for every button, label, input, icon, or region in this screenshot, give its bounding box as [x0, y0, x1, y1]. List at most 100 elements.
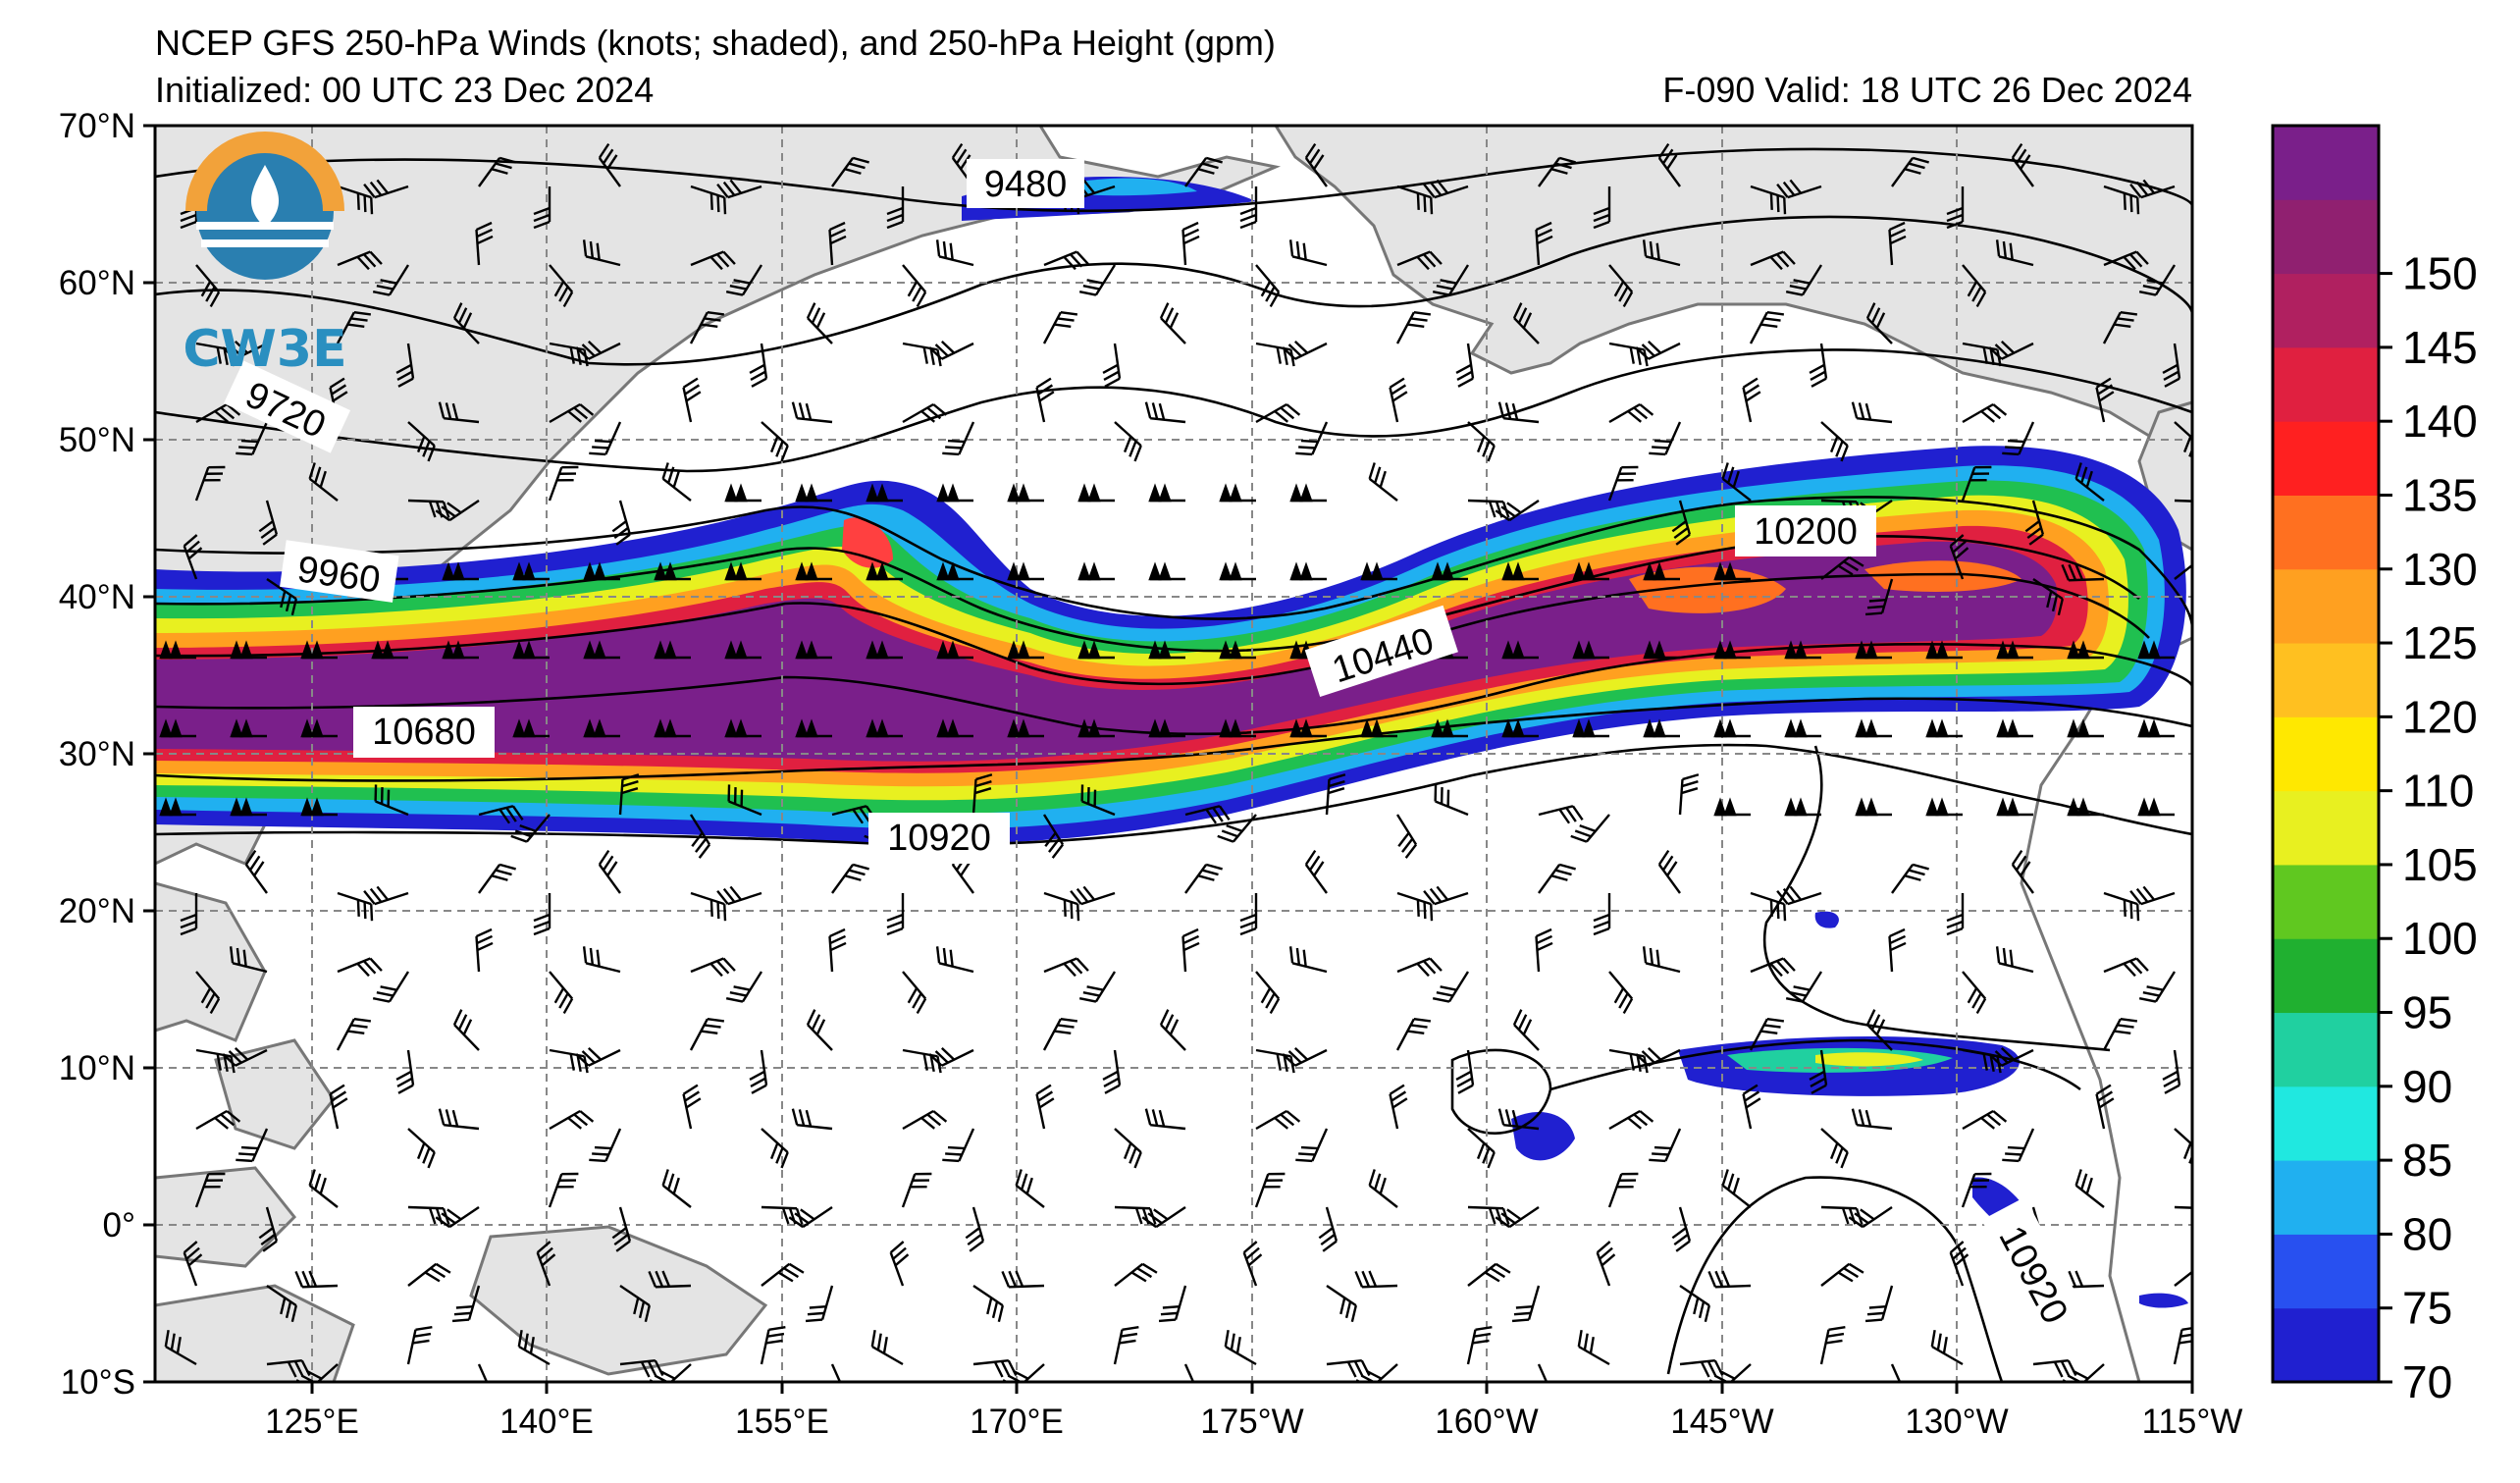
wind-barb	[548, 465, 579, 502]
wind-barb	[1080, 784, 1116, 817]
wind-barb	[1396, 185, 1434, 215]
wind-barb	[1239, 186, 1258, 230]
wind-barb	[1144, 1108, 1186, 1131]
wind-barb	[972, 1285, 1005, 1323]
wind-barb	[1949, 1241, 1969, 1287]
wind-barb	[1007, 640, 1044, 660]
wind-barb	[1102, 343, 1122, 388]
wind-barb	[244, 849, 268, 894]
wind-barb	[475, 221, 494, 266]
wind-barb	[575, 341, 621, 360]
wind-barb	[582, 239, 621, 267]
wind-barb	[902, 1109, 948, 1131]
wind-barb	[1962, 971, 1987, 1015]
wind-barb	[372, 971, 410, 1003]
wind-barb	[1995, 946, 2034, 974]
wind-barb	[475, 927, 494, 973]
wind-barb	[1930, 1329, 1964, 1366]
logo-text: CW3E	[183, 320, 346, 379]
wind-barb	[1538, 156, 1576, 187]
colorbar-tick-label: 95	[2402, 987, 2452, 1038]
wind-barb	[589, 1128, 622, 1163]
wind-barb	[2067, 640, 2104, 660]
wind-barb	[1819, 1326, 1846, 1365]
wind-barb	[1077, 561, 1115, 581]
contour-labels: 9480 9720 9960 10200 10440 10680 10920 1…	[224, 159, 2093, 1349]
wind-barb	[1148, 640, 1185, 660]
wind-barb	[1996, 797, 2033, 817]
wind-barb	[1360, 561, 1397, 581]
colorbar-tick-label: 150	[2402, 248, 2478, 299]
wind-barb	[478, 156, 516, 187]
wind-barb	[1864, 1285, 1894, 1323]
wind-barb	[682, 1084, 702, 1130]
wind-barb	[1015, 1169, 1045, 1208]
wind-barb	[336, 1018, 372, 1051]
wind-barb	[1512, 1009, 1540, 1051]
wind-barb	[337, 957, 383, 978]
wind-barb	[1295, 421, 1329, 456]
wind-barb	[2174, 421, 2192, 457]
wind-barb	[583, 561, 620, 581]
wind-barb	[1572, 718, 1609, 738]
wind-barb	[1455, 1049, 1475, 1094]
wind-barb	[1255, 402, 1301, 424]
wind-barb	[1077, 640, 1115, 660]
wind-barb	[1865, 302, 1893, 344]
wind-barb	[1368, 462, 1398, 502]
wind-barb	[654, 640, 691, 660]
wind-barb	[1671, 500, 1692, 546]
wind-barb	[1114, 1262, 1158, 1287]
wind-barb	[2095, 1084, 2115, 1130]
wind-barb	[1282, 1047, 1328, 1067]
wind-barb	[1577, 1329, 1610, 1366]
wind-barb	[372, 264, 410, 296]
wind-barb	[2129, 179, 2176, 199]
wind-barb	[1181, 221, 1200, 266]
wind-barb	[866, 561, 903, 581]
wind-barb	[682, 377, 702, 423]
wind-barb	[329, 1084, 348, 1130]
wind-barb	[795, 561, 832, 581]
wind-barb	[1431, 718, 1468, 738]
wind-barb	[654, 561, 691, 581]
wind-barb	[1070, 885, 1116, 906]
wind-barb	[2074, 462, 2105, 502]
wind-barb	[1643, 640, 1680, 660]
wind-barb	[1102, 1049, 1122, 1094]
wind-barb	[583, 718, 620, 738]
wind-barb	[1431, 561, 1468, 581]
initialized-time: Initialized: 00 UTC 23 Dec 2024	[155, 70, 654, 110]
wind-barb	[761, 1205, 804, 1225]
wind-barb	[1961, 1172, 1992, 1208]
wind-barb	[1078, 264, 1117, 296]
lon-label-125e: 125°E	[265, 1403, 359, 1441]
wind-barb	[222, 341, 268, 360]
wind-barb	[159, 797, 196, 817]
wind-barb	[902, 264, 927, 308]
wind-barb	[159, 718, 196, 738]
wind-barb	[337, 250, 383, 271]
wind-barb	[1432, 971, 1470, 1003]
wind-barb	[1389, 377, 1408, 423]
wind-barb	[183, 534, 203, 580]
wind-barb	[902, 971, 927, 1015]
colorbar-tick-label: 80	[2402, 1208, 2452, 1259]
wind-barb	[1184, 805, 1231, 824]
wind-barb	[724, 718, 761, 738]
wind-barb	[724, 640, 761, 660]
colorbar-tick-label: 125	[2402, 617, 2478, 668]
wind-barb	[690, 250, 736, 271]
wind-barb	[866, 640, 903, 660]
wind-barb	[1713, 718, 1751, 738]
wind-barb	[1255, 1109, 1301, 1131]
wind-barb	[2174, 556, 2192, 580]
wind-barb	[1148, 483, 1185, 503]
wind-barb	[452, 1009, 480, 1051]
wind-barb	[2103, 185, 2140, 215]
wind-barb	[1820, 556, 1864, 580]
wind-barb	[2173, 1326, 2192, 1365]
wind-barb	[1962, 1109, 2008, 1131]
wind-barb	[363, 179, 409, 199]
wind-barb	[1946, 186, 1965, 230]
